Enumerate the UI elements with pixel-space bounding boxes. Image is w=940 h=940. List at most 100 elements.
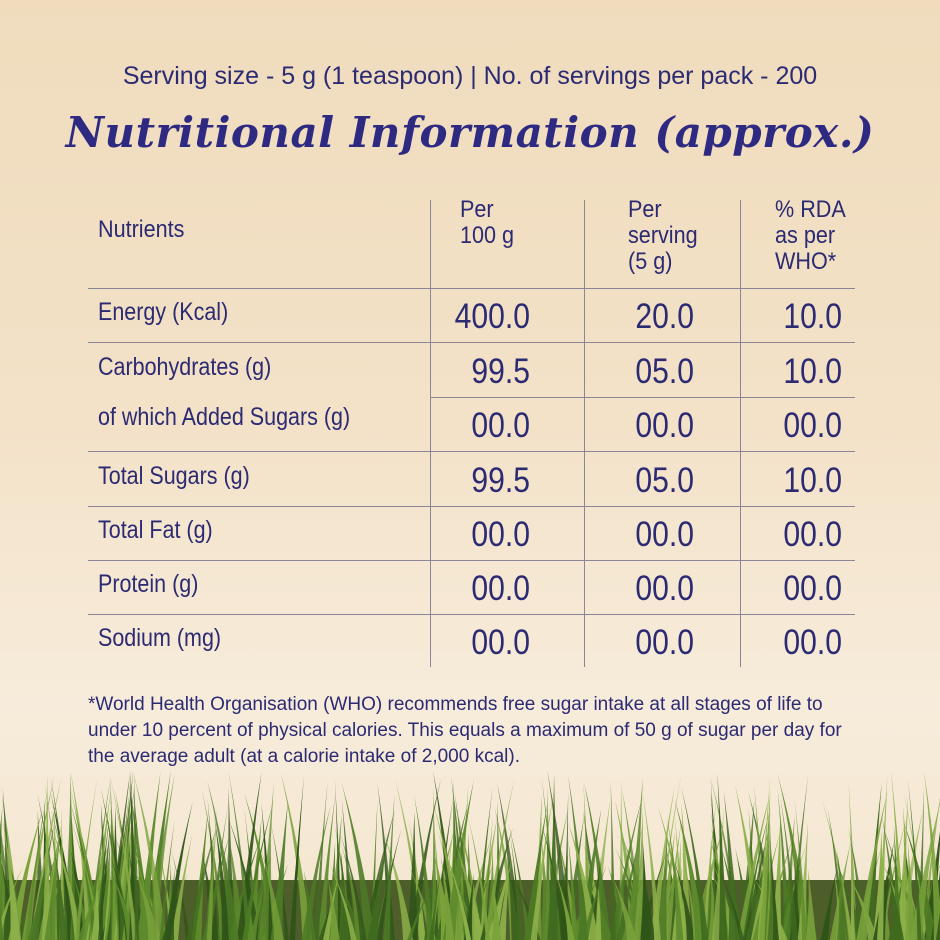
grass-blade xyxy=(674,862,696,940)
grass-blade xyxy=(130,786,140,940)
grass-blade xyxy=(610,779,616,940)
grass-blade xyxy=(848,781,858,940)
grass-blade xyxy=(2,819,21,940)
nutrient-value: 00.0 xyxy=(635,406,694,445)
nutrient-value: 00.0 xyxy=(471,622,530,662)
grass-blade xyxy=(497,783,523,940)
column-header: Nutrients xyxy=(98,216,185,243)
nutrient-value: 10.0 xyxy=(783,351,842,391)
grass-blade xyxy=(770,854,779,940)
grass-blade xyxy=(289,776,304,940)
grass-blade xyxy=(475,786,493,940)
grass-blade xyxy=(837,851,849,940)
nutrient-value: 00.0 xyxy=(783,569,842,608)
grass-blade xyxy=(408,818,426,940)
grass-blade xyxy=(544,786,551,940)
nutrient-value: 00.0 xyxy=(783,406,842,445)
nutrient-label: Energy (Kcal) xyxy=(98,298,229,326)
row-divider xyxy=(88,560,855,561)
grass-blade xyxy=(712,807,725,940)
grass-blade xyxy=(553,867,575,940)
nutrient-value: 05.0 xyxy=(635,460,694,500)
grass-blade xyxy=(856,791,888,940)
title: Nutritional Information (approx.) xyxy=(65,108,875,157)
grass-blade xyxy=(440,855,455,940)
grass-blade xyxy=(681,786,709,940)
grass-blade xyxy=(41,775,51,940)
grass-blade xyxy=(44,829,61,940)
grass-blade xyxy=(414,795,435,940)
grass-blade xyxy=(642,872,656,940)
grass-blade xyxy=(191,813,208,940)
grass-blade xyxy=(737,792,771,940)
grass-blade xyxy=(523,802,548,940)
grass-blade xyxy=(317,795,336,940)
grass-blade xyxy=(408,778,442,940)
grass-blade xyxy=(771,813,782,940)
grass-blade xyxy=(610,794,644,940)
grass-blade xyxy=(464,872,474,940)
grass-blade xyxy=(717,772,728,940)
grass-blade xyxy=(821,799,854,940)
grass-blade xyxy=(313,781,328,940)
nutrient-value: 00.0 xyxy=(783,622,842,662)
nutrient-value: 00.0 xyxy=(471,569,530,608)
grass-blade xyxy=(805,868,817,940)
grass-blade xyxy=(443,779,475,940)
column-header: serving xyxy=(628,222,698,249)
grass-blade xyxy=(228,817,262,940)
grass-blade xyxy=(261,849,284,940)
grass-blade xyxy=(8,809,43,940)
nutrient-value: 05.0 xyxy=(635,351,694,391)
grass-blade xyxy=(610,873,637,940)
nutrient-label: Total Sugars (g) xyxy=(98,461,250,490)
grass-blade xyxy=(367,842,388,940)
grass-blade xyxy=(905,842,916,940)
nutrient-value: 10.0 xyxy=(783,460,842,500)
row-divider xyxy=(430,397,855,398)
grass-blade xyxy=(340,834,367,940)
grass-blade xyxy=(22,773,55,940)
grass-blade xyxy=(935,912,940,940)
grass-blade xyxy=(667,817,684,940)
grass-blade xyxy=(1,793,22,940)
column-header: (5 g) xyxy=(628,248,673,275)
row-divider xyxy=(88,342,855,343)
grass-blade xyxy=(764,807,771,940)
nutrient-value: 00.0 xyxy=(635,515,694,554)
column-header: Per xyxy=(628,196,662,223)
column-header: as per xyxy=(775,222,836,249)
grass-blade xyxy=(25,791,48,940)
grass-blade xyxy=(850,826,855,940)
serving-info: Serving size - 5 g (1 teaspoon) | No. of… xyxy=(122,62,818,90)
column-divider xyxy=(740,200,741,667)
grass-blade xyxy=(744,823,771,940)
grass-blade xyxy=(440,839,472,940)
grass-blade xyxy=(161,874,188,940)
column-header: WHO* xyxy=(775,248,837,275)
grass-blade xyxy=(98,859,104,940)
nutrient-label: Carbohydrates (g) xyxy=(98,352,272,381)
grass-blade xyxy=(547,773,558,940)
grass-blade xyxy=(163,801,193,940)
nutrient-value: 00.0 xyxy=(471,515,530,554)
grass-blade xyxy=(834,858,864,940)
grass-blade xyxy=(249,874,268,940)
grass-blade xyxy=(159,820,175,940)
grass-blade xyxy=(136,771,161,940)
nutrient-value: 00.0 xyxy=(635,569,694,608)
grass-blade xyxy=(132,770,167,940)
grass-blade xyxy=(547,770,572,940)
grass-blade xyxy=(584,781,611,940)
grass-blade xyxy=(780,797,799,940)
grass-blade xyxy=(270,800,288,940)
column-divider xyxy=(430,200,431,667)
grass-blade xyxy=(236,772,262,940)
grass-blade xyxy=(214,816,231,940)
grass-blade xyxy=(327,859,357,940)
column-header: % RDA xyxy=(775,196,846,223)
grass-blade xyxy=(327,875,340,940)
grass-blade xyxy=(383,793,395,940)
grass-blade xyxy=(674,799,706,940)
